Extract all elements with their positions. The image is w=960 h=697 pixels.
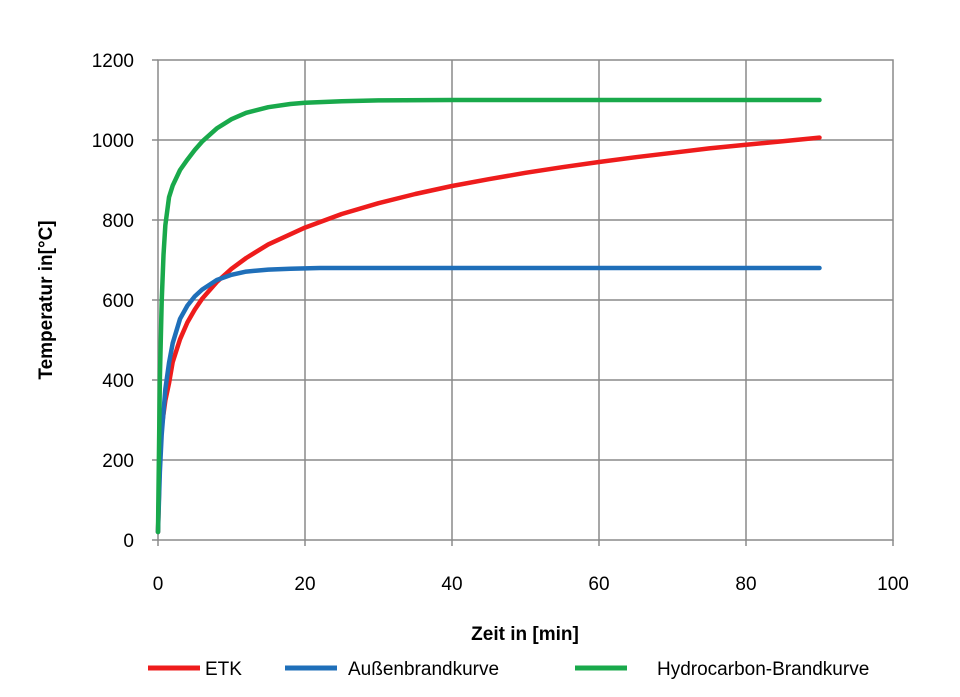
y-tick-label: 600 bbox=[102, 291, 134, 312]
y-tick-label: 200 bbox=[102, 451, 134, 472]
legend-label-3: Hydrocarbon-Brandkurve bbox=[657, 659, 869, 680]
y-tick-label: 1200 bbox=[92, 51, 134, 72]
legend-label-1: ETK bbox=[205, 659, 242, 680]
y-tick-label: 1000 bbox=[92, 131, 134, 152]
x-tick-label: 80 bbox=[735, 574, 756, 595]
x-axis-title: Zeit in [min] bbox=[471, 624, 579, 645]
y-axis-title: Temperatur in[°C] bbox=[36, 220, 57, 379]
y-tick-label: 400 bbox=[102, 371, 134, 392]
x-tick-label: 60 bbox=[588, 574, 609, 595]
series-line-1 bbox=[155, 135, 822, 535]
x-tick-label: 100 bbox=[877, 574, 909, 595]
gridlines bbox=[158, 60, 893, 540]
x-tick-label: 20 bbox=[294, 574, 315, 595]
legend-label-2: Außenbrandkurve bbox=[348, 659, 499, 680]
legend: ETK Außenbrandkurve Hydrocarbon-Brandkurve bbox=[148, 659, 869, 680]
x-tick-label: 40 bbox=[441, 574, 462, 595]
y-tick-label: 800 bbox=[102, 211, 134, 232]
axis-ticks: 0 200 400 600 800 1000 1200 0 20 40 60 80 100 bbox=[92, 51, 909, 595]
series-lines bbox=[155, 97, 822, 535]
x-tick-label: 0 bbox=[153, 574, 164, 595]
y-tick-label: 0 bbox=[123, 531, 134, 552]
series-line-3 bbox=[155, 97, 822, 535]
series-line-2 bbox=[155, 265, 822, 535]
